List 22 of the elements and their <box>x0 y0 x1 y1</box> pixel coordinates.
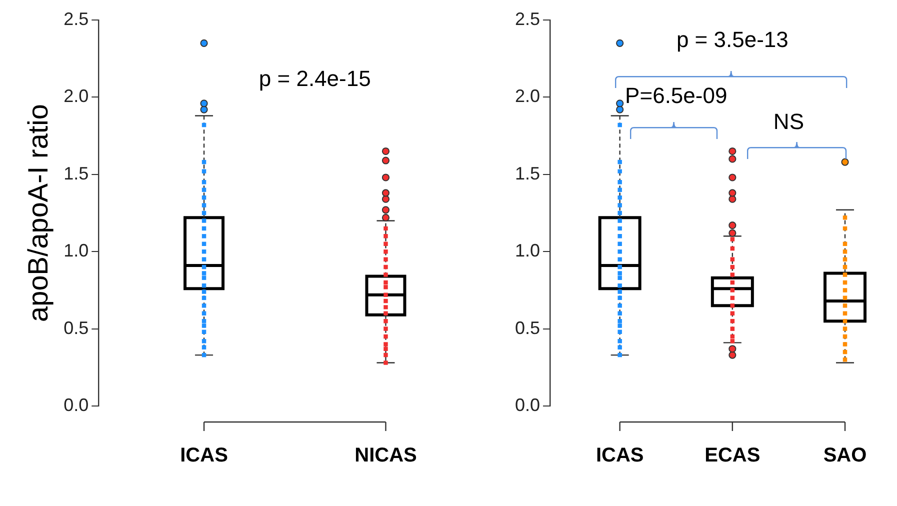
y-tick-label: 1.0 <box>64 240 89 261</box>
y-tick-label: 0.0 <box>514 394 540 415</box>
annotation: p = 3.5e-13 <box>676 27 788 52</box>
x-tick-label: ICAS <box>180 444 228 467</box>
x-tick-label: NICAS <box>354 444 417 467</box>
y-axis-title: apoB/apoA-I ratio <box>22 104 54 322</box>
y-tick-label: 2.0 <box>64 86 89 106</box>
y-tick-label: 1.5 <box>514 163 540 184</box>
annotation: P=6.5e-09 <box>625 83 728 108</box>
annotation: p = 2.4e-15 <box>258 66 371 92</box>
y-tick-label: 0.0 <box>64 394 89 415</box>
x-tick-label: ICAS <box>596 444 644 467</box>
y-tick-label: 2.5 <box>64 8 89 29</box>
annotation: NS <box>773 109 804 134</box>
y-tick-label: 0.5 <box>64 318 89 338</box>
y-tick-label: 0.5 <box>514 318 540 338</box>
y-tick-label: 2.5 <box>514 8 540 29</box>
x-tick-label: SAO <box>823 444 867 467</box>
y-tick-label: 2.0 <box>514 86 540 106</box>
y-tick-label: 1.5 <box>64 163 89 184</box>
y-tick-label: 1.0 <box>514 240 540 261</box>
x-tick-label: ECAS <box>704 444 760 467</box>
